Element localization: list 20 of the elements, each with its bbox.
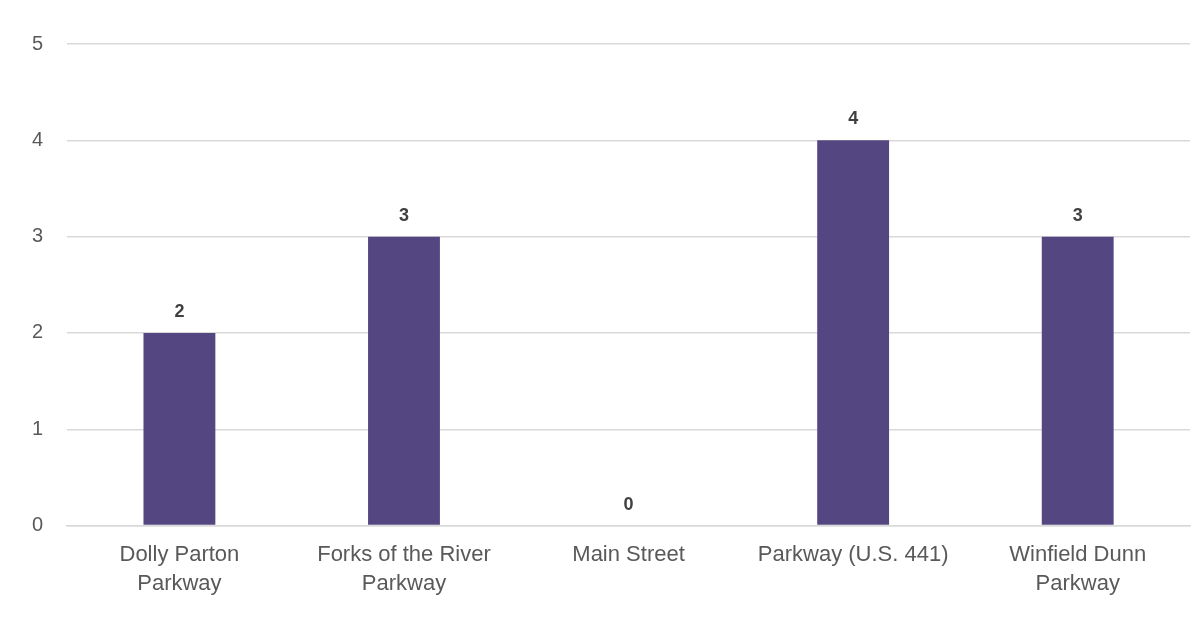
y-tick-label: 4 xyxy=(32,127,44,150)
data-label: 2 xyxy=(174,300,185,321)
x-tick-label: Forks of the River Parkway xyxy=(317,540,491,596)
bar xyxy=(143,332,216,525)
bar xyxy=(1041,236,1114,525)
y-tick-label: 5 xyxy=(32,31,44,54)
bar xyxy=(817,140,890,525)
y-tick-label: 3 xyxy=(32,224,44,247)
y-tick-label: 0 xyxy=(32,513,44,536)
x-tick-label: Parkway (U.S. 441) xyxy=(757,540,949,566)
data-label: 0 xyxy=(623,493,634,514)
y-tick-label: 1 xyxy=(32,416,44,439)
x-tick-label: Winfield Dunn Parkway xyxy=(1009,540,1147,596)
data-label: 3 xyxy=(1072,204,1083,225)
x-tick-label: Dolly Parton Parkway xyxy=(119,540,240,596)
data-label: 3 xyxy=(398,204,409,225)
data-label: 4 xyxy=(848,108,859,129)
y-tick-label: 2 xyxy=(32,320,44,343)
bar xyxy=(368,236,440,525)
x-tick-label: Main Street xyxy=(572,540,685,566)
